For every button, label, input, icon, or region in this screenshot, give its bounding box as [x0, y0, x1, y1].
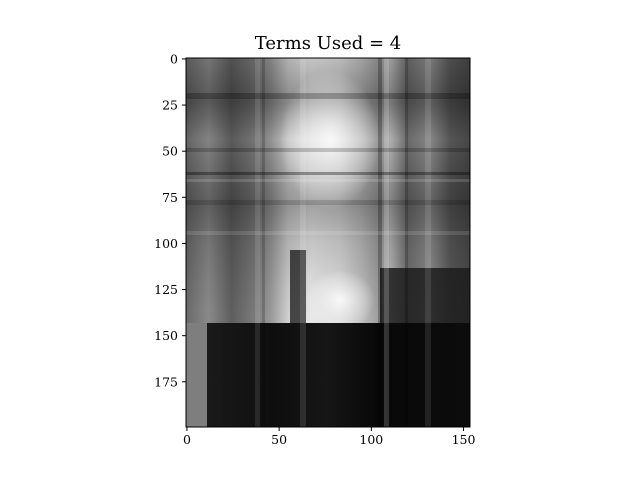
x-tick-label: 50: [271, 432, 287, 447]
stripe-vertical: [384, 58, 389, 427]
x-tick-label: 0: [183, 432, 191, 447]
x-tick-label: 100: [359, 432, 383, 447]
stripe-horizontal: [186, 179, 470, 182]
stripe-vertical: [262, 58, 265, 427]
left-strip: [186, 323, 207, 427]
stripe-horizontal: [186, 93, 470, 99]
stripe-vertical: [425, 58, 431, 427]
x-axis: 0 50 100 150: [183, 427, 476, 447]
stripe-vertical: [255, 58, 260, 427]
y-tick-label: 50: [162, 144, 178, 159]
y-axis: 0 25 50 75 100 125 150 175: [154, 51, 186, 389]
y-tick-label: 150: [154, 328, 178, 343]
stripe-horizontal: [186, 148, 470, 152]
stripe-horizontal: [186, 200, 470, 205]
dark-post: [290, 250, 306, 328]
chart-title: Terms Used = 4: [255, 33, 401, 54]
stripe-vertical: [378, 58, 382, 427]
dark-right-block: [380, 268, 470, 326]
stripe-vertical: [405, 58, 408, 427]
image-plot: [186, 58, 470, 427]
y-tick-label: 25: [162, 98, 178, 113]
axes-frame: [185, 57, 471, 428]
stripe-horizontal: [186, 172, 470, 175]
y-tick-label: 175: [154, 374, 178, 389]
y-tick-label: 125: [154, 282, 178, 297]
stripe-texture: [186, 58, 470, 427]
stripe-vertical: [300, 58, 306, 427]
bright-region-lower: [305, 270, 375, 330]
x-tick-label: 150: [452, 432, 476, 447]
y-tick-label: 100: [154, 236, 178, 251]
bright-region: [280, 70, 380, 210]
stripe-horizontal: [186, 231, 470, 235]
y-tick-label: 75: [162, 190, 178, 205]
y-tick-label: 0: [170, 51, 178, 66]
dark-lower-band: [207, 323, 470, 427]
